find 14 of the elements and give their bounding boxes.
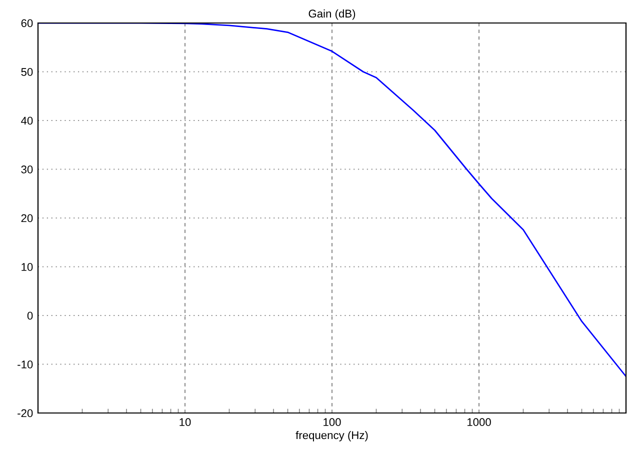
y-tick-label: 0 [27,312,33,320]
x-axis-title: frequency (Hz) [296,430,368,442]
y-tick-label: 40 [21,116,33,125]
y-tick-label: -20 [18,409,33,418]
y-tick-label: 10 [22,263,33,271]
y-tick-label: 50 [21,68,33,76]
y-tick-label: 60 [21,19,33,28]
y-tick-label: -10 [18,360,33,368]
x-tick-label: 1000 [467,418,491,426]
y-tick-label: 30 [21,166,33,174]
chart-title: Gain (dB) [308,9,356,20]
x-tick-label: 10 [180,418,191,426]
y-tick-label: 20 [21,214,33,222]
x-tick-label: 100 [324,418,341,426]
